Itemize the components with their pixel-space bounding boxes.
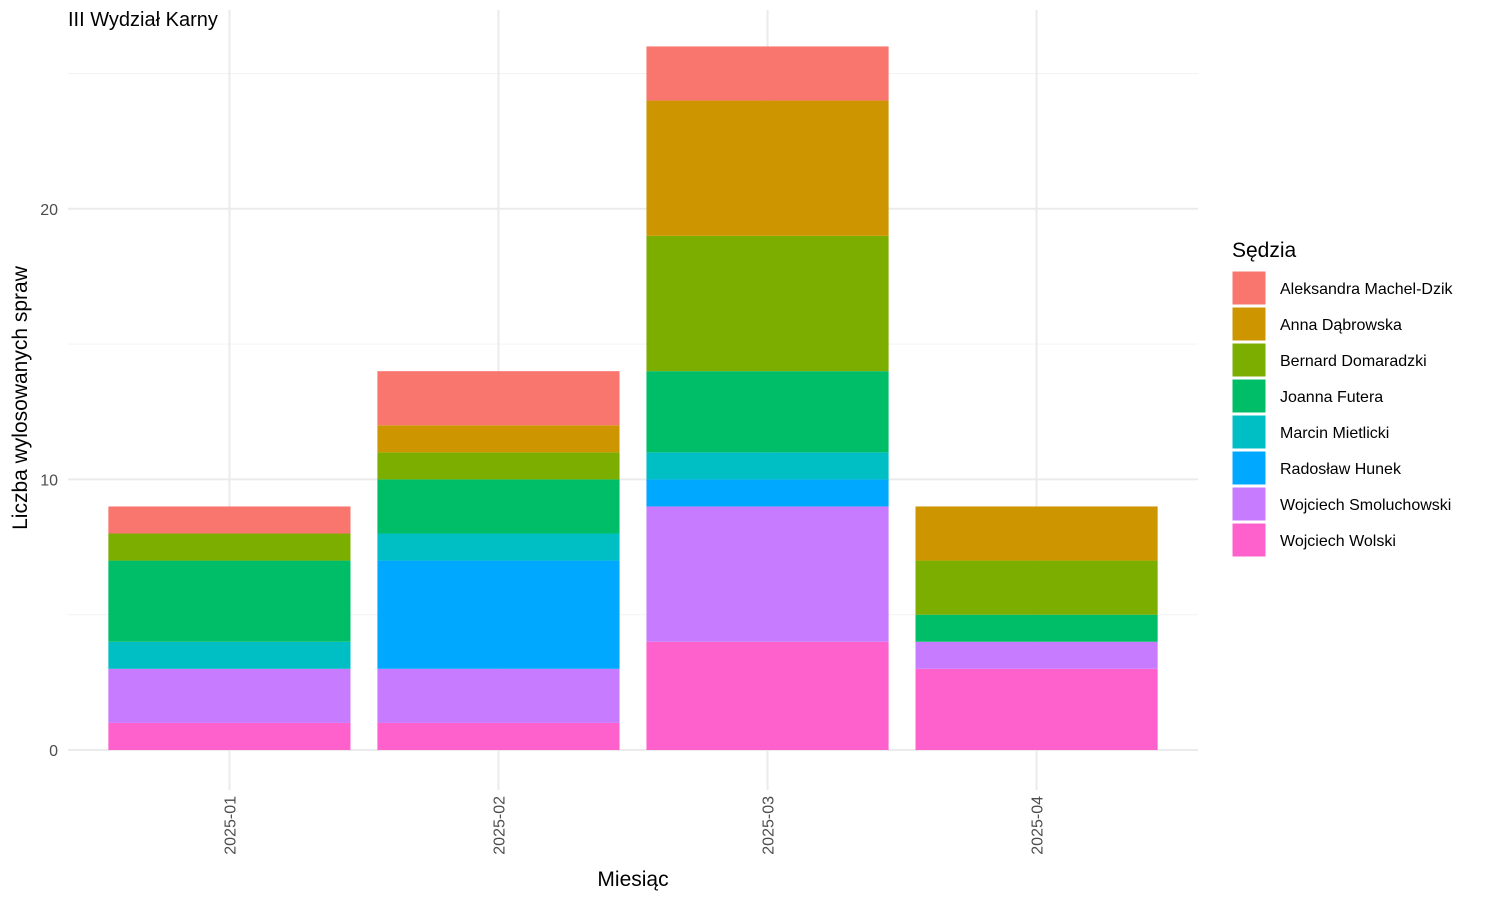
legend-title: Sędzia <box>1232 239 1297 262</box>
legend-label: Anna Dąbrowska <box>1280 317 1402 334</box>
legend-swatch <box>1231 306 1267 342</box>
bar-segment <box>646 506 889 642</box>
bar-segment <box>646 100 889 236</box>
legend-label: Joanna Futera <box>1280 389 1383 406</box>
legend: Sędzia Aleksandra Machel-Dzik Anna Dąbrow… <box>1231 239 1454 558</box>
bar-segment <box>377 533 620 561</box>
legend-label: Bernard Domaradzki <box>1280 353 1427 370</box>
legend-swatch <box>1231 270 1267 306</box>
bar-segment <box>646 371 889 453</box>
x-tick-label: 2025-04 <box>1030 796 1047 855</box>
bar-segment <box>377 452 620 480</box>
legend-label: Wojciech Smoluchowski <box>1280 497 1451 514</box>
bar-segment <box>377 560 620 669</box>
bar-segment <box>377 722 620 750</box>
bar-segment <box>915 614 1158 642</box>
legend-label: Aleksandra Machel-Dzik <box>1280 281 1454 298</box>
y-tick-label: 20 <box>40 202 58 219</box>
bar-segment <box>108 641 351 669</box>
bar-segment <box>377 479 620 534</box>
bar-segment <box>646 46 889 101</box>
x-tick-label: 2025-03 <box>761 796 778 855</box>
bar-segment <box>108 506 351 534</box>
bar-segment <box>915 641 1158 669</box>
x-tick-label: 2025-02 <box>491 796 508 855</box>
bar-segment <box>377 425 620 453</box>
bar-segment <box>915 560 1158 615</box>
x-tick-labels: 2025-01 2025-02 2025-03 2025-04 <box>222 796 1046 855</box>
bar-segment <box>377 371 620 426</box>
legend-label: Marcin Mietlicki <box>1280 425 1389 442</box>
bar-segment <box>646 641 889 750</box>
bar-segment <box>108 533 351 561</box>
bar-segment <box>646 479 889 507</box>
bar-segment <box>108 722 351 750</box>
legend-swatch <box>1231 450 1267 486</box>
y-tick-label: 10 <box>40 472 58 489</box>
bar-segment <box>646 452 889 480</box>
bar-segment <box>108 560 351 642</box>
bar-segment <box>915 668 1158 750</box>
y-tick-label: 0 <box>49 743 58 760</box>
bar-segment <box>108 668 351 723</box>
chart-title: III Wydział Karny <box>68 9 218 31</box>
bar-segment <box>915 506 1158 561</box>
bar-segment <box>377 668 620 723</box>
legend-label: Wojciech Wolski <box>1280 533 1396 550</box>
y-axis-title: Liczba wylosowanych spraw <box>9 265 32 530</box>
y-tick-labels: 0 10 20 <box>40 202 58 760</box>
legend-swatch <box>1231 414 1267 450</box>
x-axis-title: Miesiąc <box>597 868 668 891</box>
legend-swatch <box>1231 378 1267 414</box>
legend-label: Radosław Hunek <box>1280 461 1402 478</box>
legend-swatch <box>1231 342 1267 378</box>
legend-swatch <box>1231 522 1267 558</box>
bars <box>108 46 1158 750</box>
bar-segment <box>646 235 889 372</box>
legend-swatch <box>1231 486 1267 522</box>
x-tick-label: 2025-01 <box>222 796 239 855</box>
